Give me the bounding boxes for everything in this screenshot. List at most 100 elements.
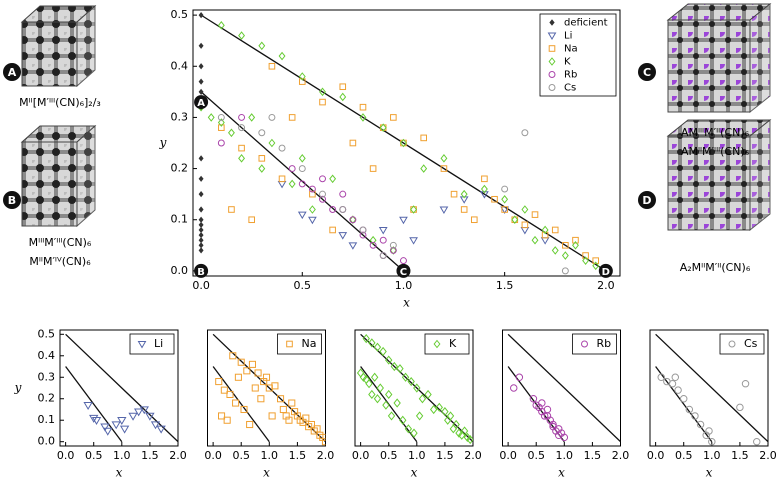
point	[379, 123, 387, 132]
annotation-text: C	[400, 267, 407, 278]
point	[246, 420, 254, 429]
legend-label: Cs	[564, 83, 576, 94]
legend-label: Li	[564, 31, 572, 42]
x-tick-label: 1.0	[113, 449, 131, 462]
series	[356, 333, 473, 445]
x-tick-label: 1.0	[408, 449, 426, 462]
badge-text: C	[643, 66, 651, 79]
point	[572, 236, 579, 244]
x-axis-label: x	[706, 466, 713, 480]
point	[238, 113, 246, 121]
point	[401, 372, 410, 382]
badge	[638, 191, 656, 209]
x-tick-label: 1.5	[289, 449, 307, 462]
point	[418, 394, 427, 404]
point	[268, 138, 276, 148]
point	[459, 196, 469, 204]
point	[359, 226, 367, 234]
point	[198, 42, 204, 49]
point	[741, 379, 750, 388]
point	[339, 92, 347, 102]
structure-label: A₂MᴵᴵM′ᴵᴵ(CN)₆	[680, 261, 751, 274]
series	[215, 352, 326, 446]
point	[258, 164, 266, 173]
point	[271, 382, 279, 390]
point	[515, 373, 524, 381]
point	[215, 378, 223, 386]
x-tick-label: 1.0	[556, 449, 574, 462]
point	[217, 118, 225, 127]
x-axis-label: x	[403, 296, 410, 310]
point	[309, 190, 316, 198]
structure-c	[666, 2, 772, 114]
point	[538, 399, 546, 407]
point	[133, 408, 144, 417]
point	[258, 129, 266, 137]
reference-line	[65, 333, 178, 443]
point	[198, 175, 204, 182]
point	[238, 144, 245, 152]
point	[238, 124, 246, 132]
x-tick-label: 0.5	[527, 449, 545, 462]
point	[128, 412, 138, 421]
point	[198, 191, 204, 198]
point	[420, 164, 428, 173]
point	[198, 155, 204, 162]
y-tick-label: 0.3	[171, 110, 189, 123]
point	[389, 246, 397, 255]
point	[389, 241, 397, 249]
point	[399, 257, 407, 265]
point	[319, 175, 326, 183]
point	[338, 232, 348, 240]
point	[481, 175, 488, 183]
point	[379, 346, 387, 357]
x-tick-label: 2.0	[759, 449, 777, 462]
series	[657, 373, 761, 446]
point	[460, 426, 469, 436]
x-tick-label: 0.5	[380, 449, 398, 462]
y-tick-label: 0.2	[171, 162, 189, 175]
point	[592, 257, 600, 264]
reference-line	[655, 333, 768, 443]
legend-marker	[549, 19, 555, 26]
point	[251, 384, 259, 392]
x-tick-label: 2.0	[597, 279, 615, 292]
point	[349, 139, 357, 147]
point	[491, 195, 498, 203]
point	[480, 191, 489, 199]
point	[119, 425, 130, 434]
point	[382, 400, 390, 410]
point	[349, 215, 357, 225]
x-tick-label: 0.0	[352, 449, 370, 462]
point	[262, 373, 271, 381]
point	[302, 414, 310, 422]
legend-label: Cs	[744, 337, 758, 350]
point	[278, 144, 286, 152]
point	[359, 103, 367, 111]
series	[510, 373, 569, 442]
structure-d	[666, 118, 772, 232]
point	[368, 389, 376, 400]
point	[736, 403, 744, 412]
annotation-badge	[194, 263, 209, 278]
point	[440, 165, 448, 172]
reference-line	[200, 14, 607, 272]
point	[297, 211, 307, 220]
point	[248, 360, 256, 368]
structure-label: AMᴵᴵᴵM′ᴵᴵ(CN)₆	[681, 126, 750, 139]
point	[217, 21, 225, 30]
legend-marker	[728, 340, 736, 348]
point	[268, 412, 276, 420]
plot-area	[356, 333, 473, 445]
point	[319, 190, 326, 198]
legend-marker	[548, 45, 556, 52]
point	[400, 138, 407, 148]
point	[145, 412, 155, 421]
point	[404, 424, 413, 434]
point	[435, 402, 443, 412]
series	[83, 402, 166, 436]
point	[223, 416, 231, 424]
annotation-text: D	[602, 267, 610, 278]
point	[288, 179, 296, 189]
legend-box	[539, 13, 617, 97]
